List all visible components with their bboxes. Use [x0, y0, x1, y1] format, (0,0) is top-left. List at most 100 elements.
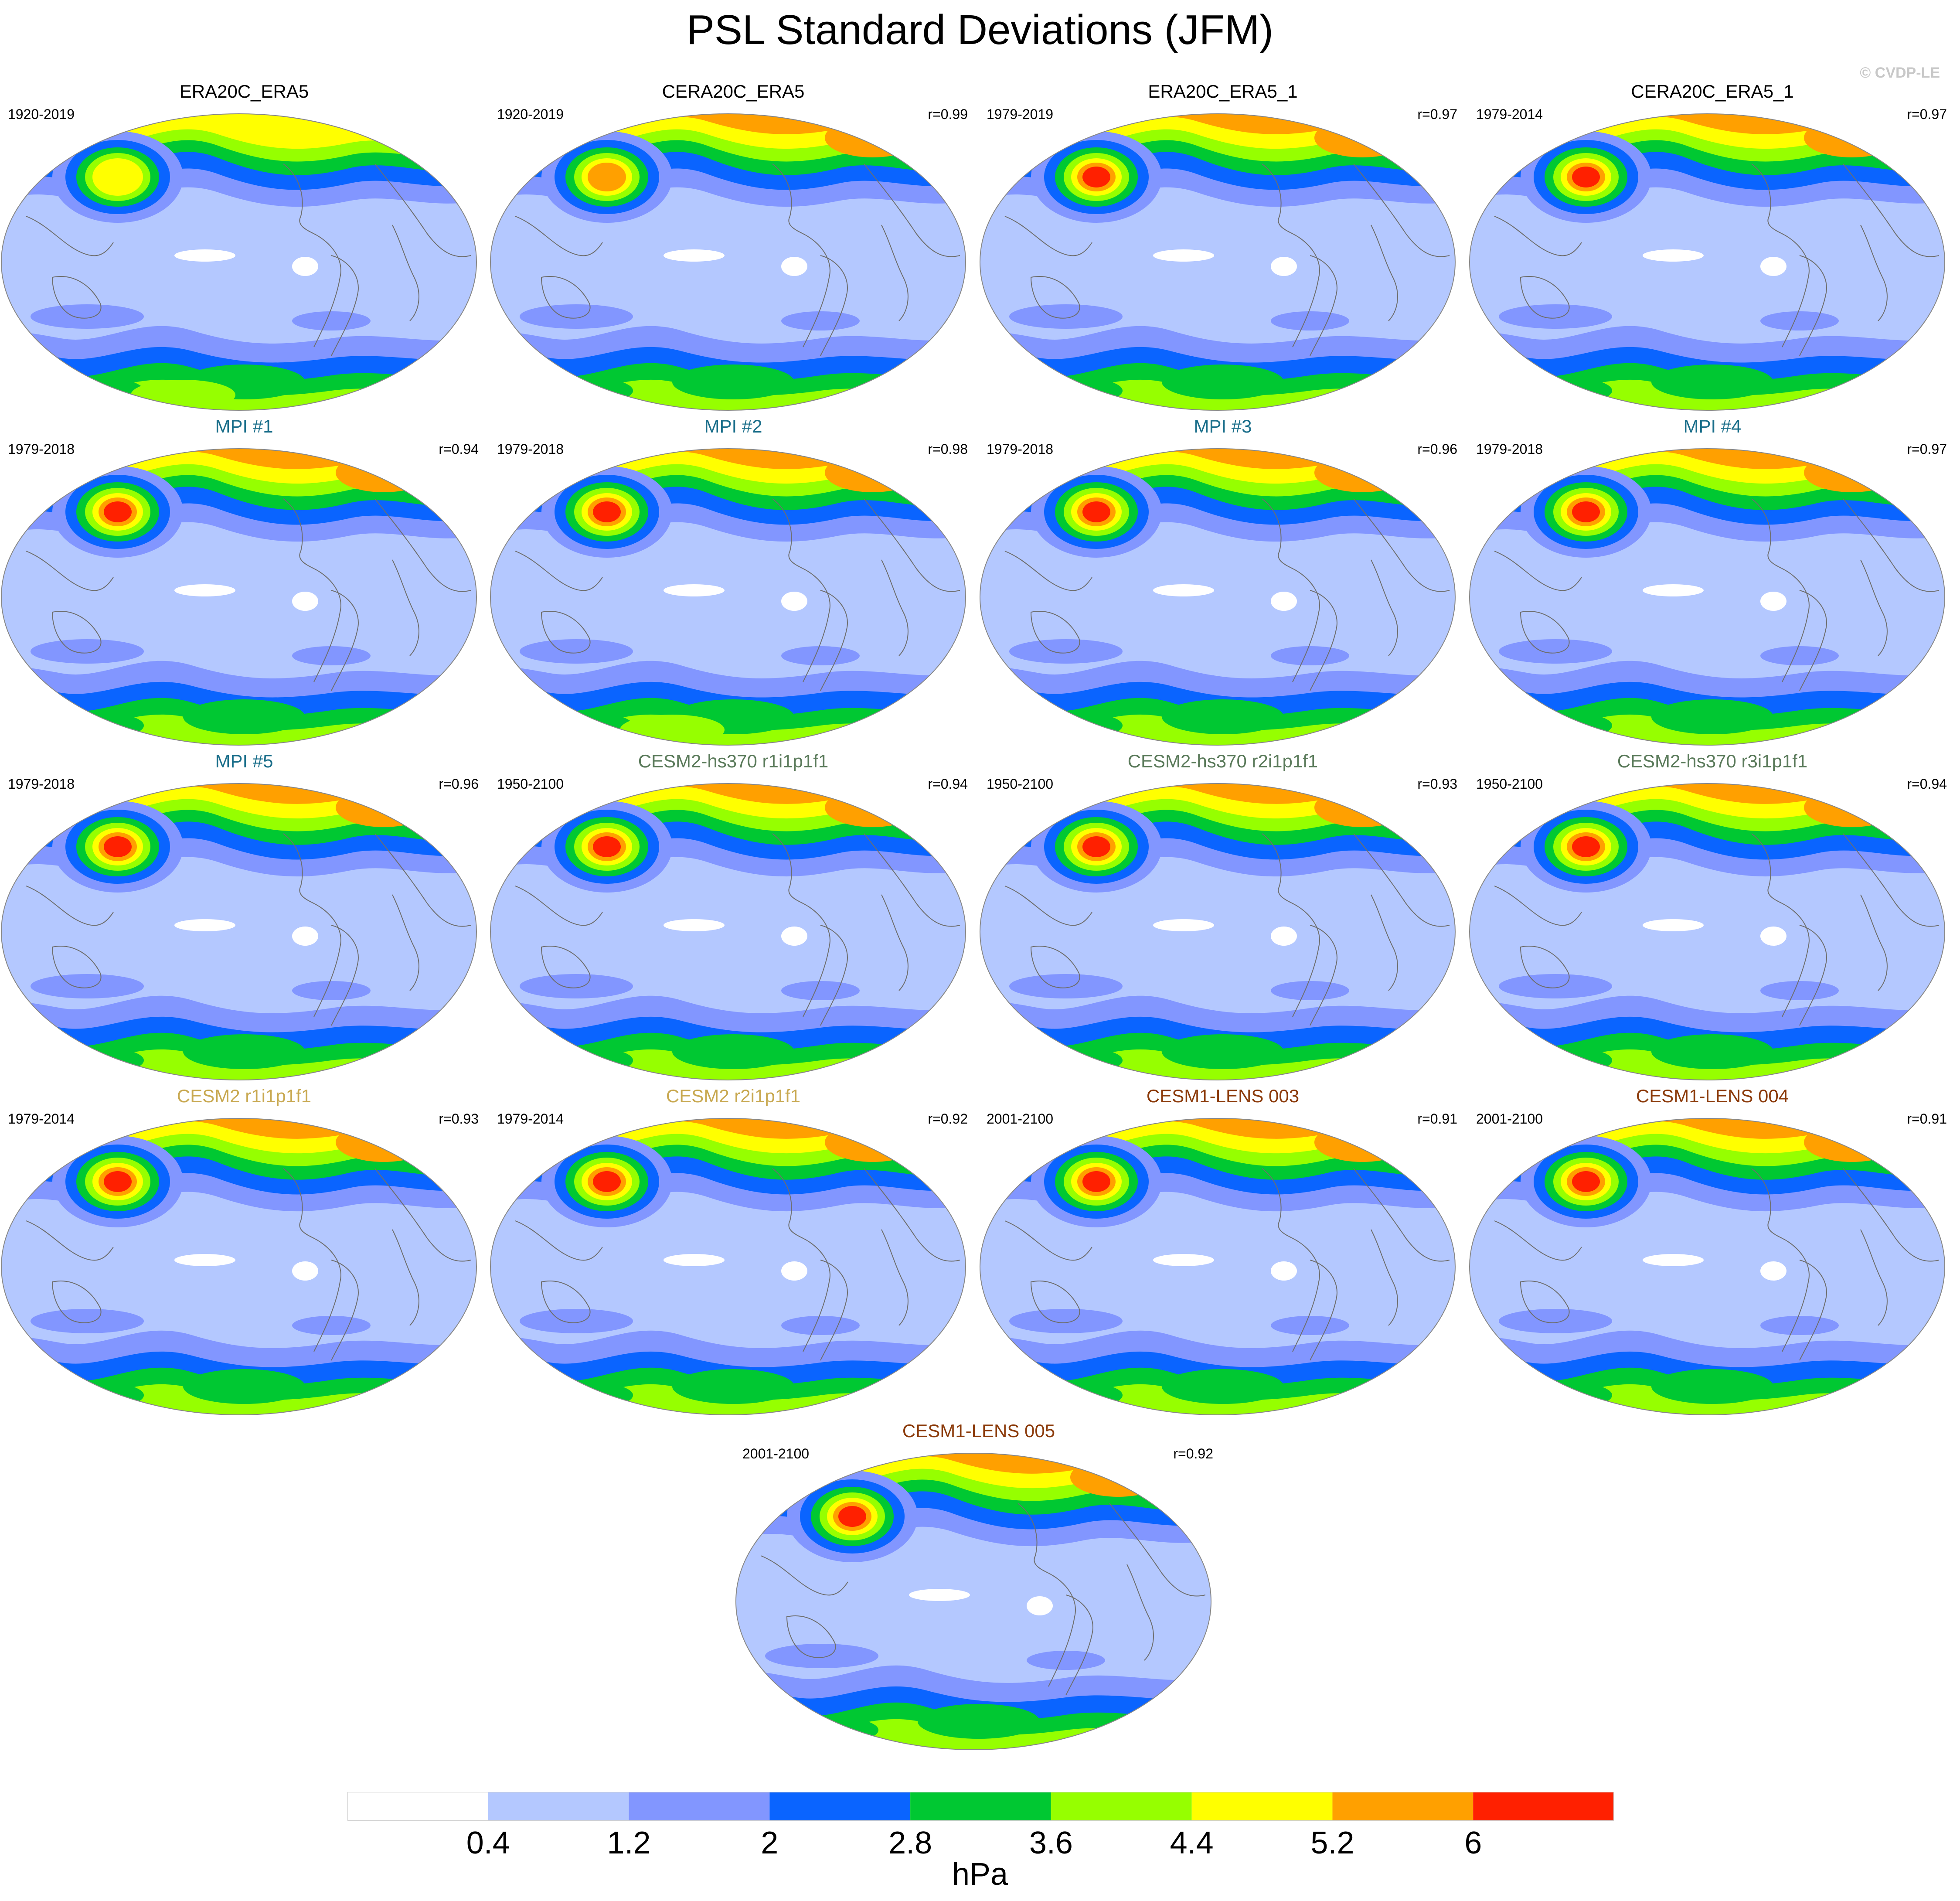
psl-level-4 — [1525, 378, 1612, 404]
coastlines — [1004, 833, 1450, 1026]
panel-title: MPI #4 — [1683, 416, 1742, 436]
colorbar-swatch-3 — [769, 1792, 911, 1821]
coastlines — [515, 498, 960, 691]
colorbar-tick-label: 0.4 — [466, 1826, 510, 1860]
psl-level-5 — [620, 715, 725, 745]
psl-level-0 — [174, 249, 235, 262]
psl-level-0 — [1153, 249, 1214, 262]
psl-level-2 — [1499, 974, 1612, 998]
panel-title: CESM2 r1i1p1f1 — [177, 1086, 312, 1106]
psl-level-8 — [1082, 1171, 1110, 1192]
panel-years: 2001-2100 — [742, 1446, 810, 1462]
psl-level-8 — [1082, 501, 1110, 522]
psl-level-0 — [1153, 584, 1214, 596]
psl-level-2 — [1499, 1309, 1612, 1333]
psl-level-8 — [1082, 167, 1110, 187]
psl-level-8 — [104, 836, 132, 857]
psl-level-8 — [1572, 836, 1600, 857]
psl-map — [980, 113, 1456, 411]
panel-pattern-correlation: r=0.99 — [928, 106, 968, 122]
psl-level-0 — [1271, 592, 1297, 611]
figure-title: PSL Standard Deviations (JFM) — [686, 7, 1274, 53]
psl-level-7 — [1314, 118, 1410, 157]
panel-pattern-correlation: r=0.91 — [1907, 1111, 1947, 1127]
psl-level-4 — [791, 1717, 878, 1743]
panel-title: MPI #5 — [215, 751, 273, 771]
colorbar-swatch-0 — [347, 1792, 488, 1821]
panel-years: 1979-2018 — [8, 441, 75, 457]
psl-level-2 — [1271, 646, 1349, 665]
map-panel: CESM2-hs370 r1i1p1f1 1950-2100 r=0.94 — [489, 751, 977, 1087]
psl-level-7 — [1804, 453, 1900, 492]
map-border — [735, 1453, 1211, 1750]
panel-pattern-correlation: r=0.93 — [1417, 776, 1457, 792]
psl-level-0 — [664, 1254, 725, 1266]
psl-level-8 — [1572, 1171, 1600, 1192]
psl-level-4 — [1525, 712, 1612, 739]
coastlines — [1004, 498, 1450, 691]
psl-level-6 — [92, 158, 143, 196]
panel-pattern-correlation: r=0.94 — [928, 776, 968, 792]
panel-pattern-correlation: r=0.96 — [439, 776, 479, 792]
panel-pattern-correlation: r=0.96 — [1417, 441, 1457, 457]
psl-level-4 — [1651, 699, 1773, 734]
colorbar-swatch-8 — [1473, 1792, 1614, 1821]
psl-level-0 — [1643, 584, 1704, 596]
psl-level-4 — [1651, 1034, 1773, 1069]
map-panel: MPI #2 1979-2018 r=0.98 — [489, 416, 977, 752]
psl-level-7 — [825, 788, 921, 827]
psl-level-2 — [520, 639, 633, 664]
colorbar-swatch-7 — [1332, 1792, 1473, 1821]
psl-level-8 — [593, 501, 621, 522]
psl-map — [980, 783, 1456, 1080]
psl-level-4 — [1651, 1369, 1773, 1404]
map-border — [1469, 448, 1945, 746]
coastlines — [26, 164, 471, 356]
psl-level-0 — [909, 1589, 970, 1601]
psl-level-0 — [174, 919, 235, 931]
coastlines — [26, 1168, 471, 1361]
psl-level-0 — [1760, 257, 1786, 276]
map-border — [980, 783, 1456, 1080]
psl-map — [980, 1118, 1456, 1415]
colorbar-tick-label: 1.2 — [607, 1826, 651, 1860]
psl-level-0 — [1760, 1261, 1786, 1281]
psl-level-0 — [292, 257, 318, 276]
psl-level-0 — [292, 592, 318, 611]
psl-map — [490, 783, 966, 1080]
map-border — [490, 448, 966, 746]
map-border — [490, 113, 966, 411]
psl-map — [490, 1118, 966, 1415]
map-panel: CESM1-LENS 004 2001-2100 r=0.91 — [1468, 1086, 1957, 1421]
panel-years: 2001-2100 — [1476, 1111, 1543, 1127]
map-panel: MPI #1 1979-2018 r=0.94 — [0, 416, 488, 752]
map-panel: CESM2-hs370 r2i1p1f1 1950-2100 r=0.93 — [979, 751, 1467, 1087]
psl-level-2 — [520, 1309, 633, 1333]
psl-level-2 — [292, 1316, 371, 1335]
psl-level-8 — [593, 836, 621, 857]
panel-title: CESM2 r2i1p1f1 — [666, 1086, 801, 1106]
psl-level-4 — [183, 699, 305, 734]
psl-map — [490, 113, 966, 411]
psl-level-5 — [131, 380, 235, 410]
psl-level-4 — [1035, 712, 1123, 739]
map-panel: CESM2-hs370 r3i1p1f1 1950-2100 r=0.94 — [1468, 751, 1957, 1087]
psl-level-0 — [1153, 919, 1214, 931]
map-panel: CESM2 r2i1p1f1 1979-2014 r=0.92 — [489, 1086, 977, 1421]
panel-years: 1979-2018 — [1476, 441, 1543, 457]
psl-level-8 — [1082, 836, 1110, 857]
psl-level-2 — [1760, 311, 1839, 330]
psl-level-2 — [1499, 639, 1612, 664]
psl-level-0 — [1271, 927, 1297, 946]
psl-level-7 — [1314, 453, 1410, 492]
psl-level-4 — [1035, 1047, 1123, 1073]
panel-title: CESM1-LENS 003 — [1146, 1086, 1300, 1106]
psl-level-7 — [336, 453, 432, 492]
psl-level-8 — [1572, 167, 1600, 187]
psl-level-0 — [781, 592, 807, 611]
psl-level-2 — [1760, 646, 1839, 665]
panel-years: 1979-2014 — [8, 1111, 75, 1127]
psl-level-4 — [57, 378, 144, 404]
panel-pattern-correlation: r=0.93 — [439, 1111, 479, 1127]
coastlines — [1004, 1168, 1450, 1361]
